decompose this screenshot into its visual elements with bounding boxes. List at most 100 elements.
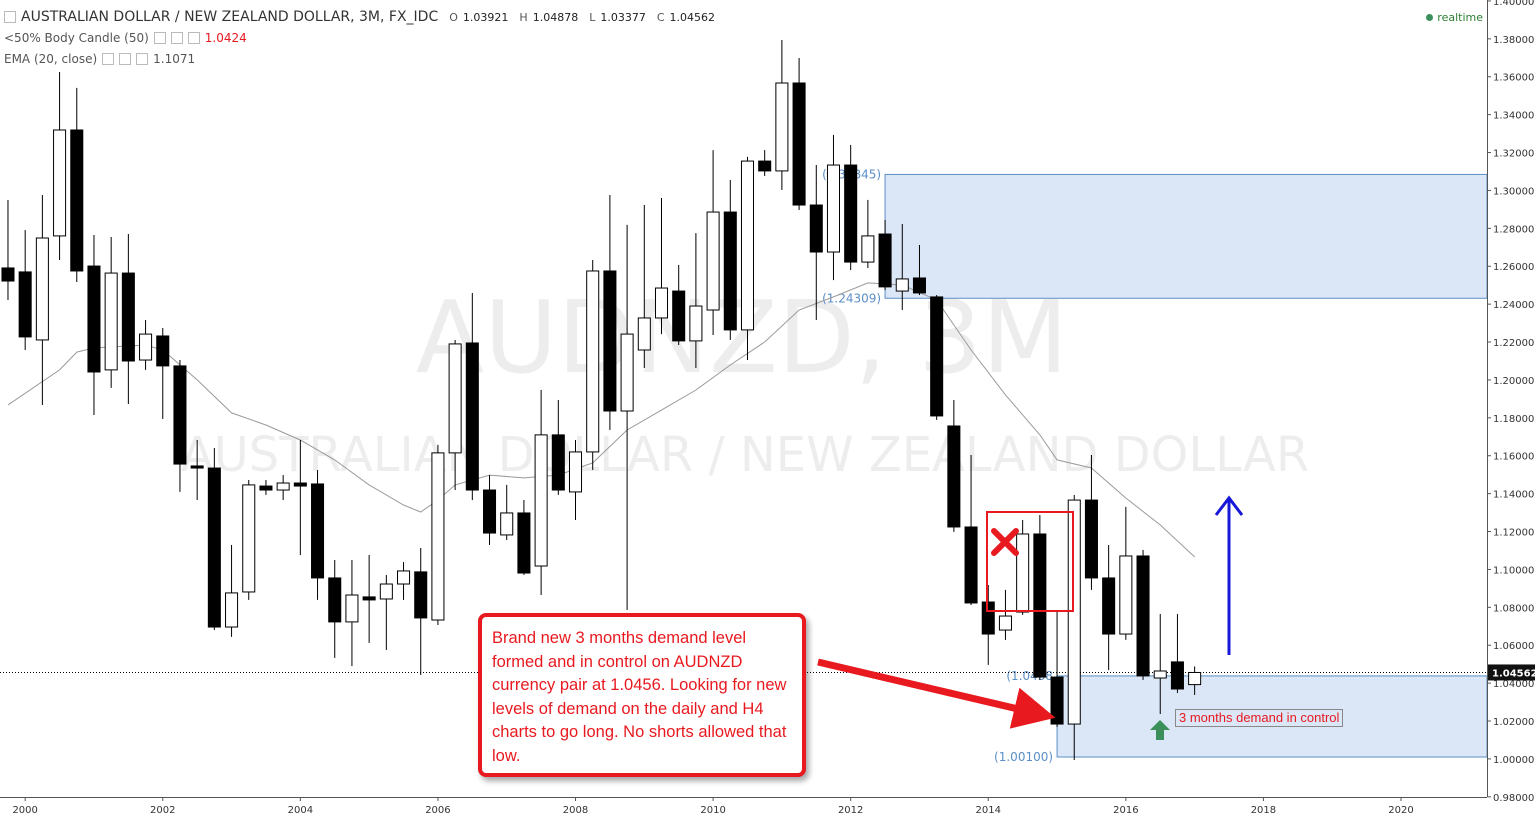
y-tick-label: 1.10000 [1493,565,1534,576]
y-tick-label: 1.14000 [1493,490,1534,501]
candle-body [689,305,703,342]
candle-body [293,482,307,487]
candle-body [723,211,737,331]
y-tick-label: 1.30000 [1493,186,1534,197]
candle-body [912,277,926,294]
status: realtime [1426,11,1483,24]
candle-body [758,160,772,172]
zone-label: (1.24309) [822,291,881,305]
candle-body [431,452,445,621]
y-tick-label: 1.08000 [1493,603,1534,614]
blue-arrow [1214,495,1244,655]
candle-body [1188,671,1202,686]
y-tick-label: 1.32000 [1493,149,1534,160]
y-tick-label: 1.18000 [1493,414,1534,425]
candle-body [775,82,789,172]
candle-body [104,272,118,371]
candle-body [947,425,961,528]
candle-body [964,526,978,604]
candle-body [483,489,497,534]
status-text: realtime [1437,11,1483,24]
x-tick-label: 2002 [150,805,175,816]
candle-body [87,265,101,373]
candle-body [156,335,170,367]
icon [187,32,200,44]
candle-body [672,290,686,342]
candle-body [259,485,273,491]
candle-body [517,512,531,574]
icon [119,53,132,65]
x-tick-label: 2016 [1113,805,1138,816]
candle-body [706,211,720,311]
y-tick-label: 1.36000 [1493,73,1534,84]
y-tick-label: 1.40000 [1493,0,1534,8]
candle-body [242,484,256,593]
x-tick-label: 2008 [563,805,588,816]
x-tick-label: 2014 [976,805,1001,816]
candle-body [620,333,634,412]
candle-body [1119,555,1133,635]
candle-body [1033,533,1047,678]
candle-body [1084,499,1098,579]
ohlc-value: 1.03377 [600,10,646,24]
candle-body [568,451,583,493]
green-arrow [1150,720,1170,740]
icon [170,32,183,44]
x-tick-label: 2018 [1251,805,1276,816]
x-tick-label: 2004 [288,805,313,816]
candle-body [1,267,15,282]
candle-body [1050,676,1064,725]
candle-body [276,482,290,491]
candle-body [397,570,411,585]
candle-body [311,483,325,579]
candle-body [173,365,187,465]
candle-body [1016,533,1030,613]
candle-body [930,296,944,417]
candle-body [981,601,995,635]
candle-body [878,233,892,288]
indicator-value: 1.0424 [204,31,247,45]
indicator-row[interactable]: EMA (20, close) 1.1071 [4,52,195,66]
callout: Brand new 3 months demand level formed a… [478,613,806,777]
ohlc-key: H [519,10,528,24]
y-tick-label: 1.02000 [1493,717,1534,728]
candle-body [534,434,548,567]
candle-body [826,164,840,253]
indicator-row[interactable]: <50% Body Candle (50) 1.0424 [4,31,247,45]
candle-body [603,270,617,412]
red-box [986,511,1074,612]
x-tick-label: 2010 [700,805,725,816]
candle-body [551,434,565,491]
candle-body [139,333,153,361]
candle-body [1170,661,1184,690]
status-dot [1426,14,1434,21]
candle-body [53,129,67,237]
y-tick-label: 1.26000 [1493,262,1534,273]
candle-body [465,342,479,491]
candle-body [637,317,651,351]
ohlc-value: 1.03921 [462,10,509,24]
indicator-name: EMA (20, close) [4,52,98,66]
ohlc-value: 1.04878 [532,10,579,24]
candle-body [70,129,84,272]
y-tick-label: 1.20000 [1493,376,1534,387]
candle-body [654,287,669,319]
zone [884,173,1488,299]
y-tick-label: 1.16000 [1493,452,1534,463]
ohlc-value: 1.04562 [669,10,716,24]
y-tick-label: 1.00000 [1493,755,1534,766]
candle-body [414,571,428,619]
red-arrow [817,658,1056,729]
candle-body [328,577,342,623]
symbol-title: AUSTRALIAN DOLLAR / NEW ZEALAND DOLLAR, … [21,9,439,25]
candle-body [362,596,376,601]
icon [136,53,149,65]
candle-body [500,512,514,536]
ohlc-key: L [589,10,596,24]
last-price-box [1488,664,1535,681]
x-tick-label: 2020 [1388,805,1413,816]
icon [153,32,166,44]
candle-body [792,82,806,206]
candle-body [345,594,359,623]
candle-body [895,278,909,292]
